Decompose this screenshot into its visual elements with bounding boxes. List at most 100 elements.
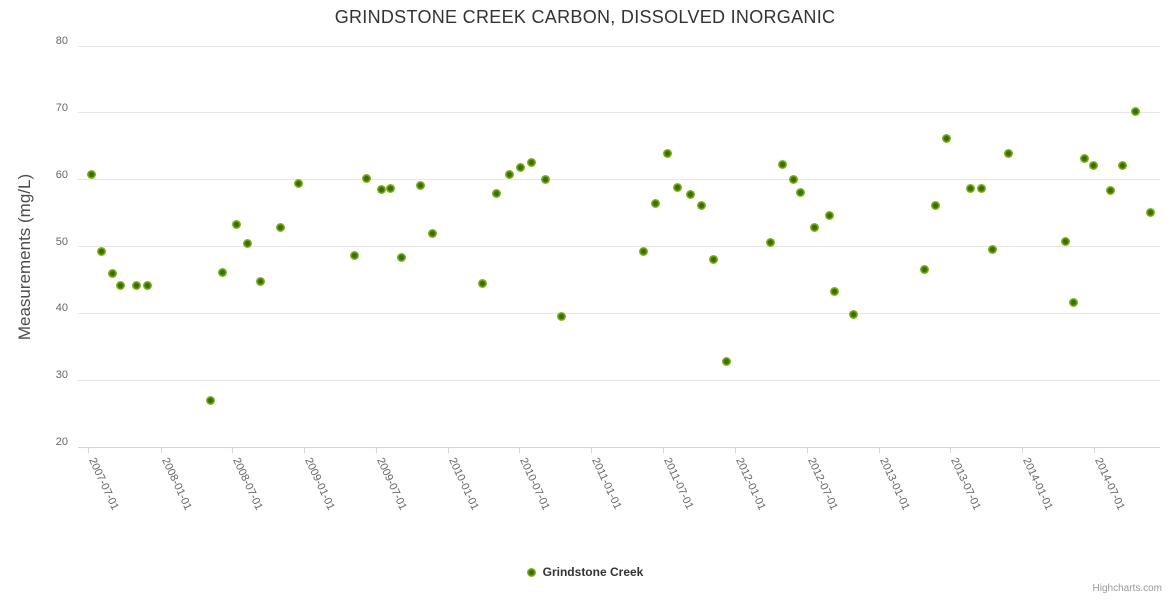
data-point[interactable] xyxy=(673,182,683,192)
data-point[interactable] xyxy=(386,183,396,193)
y-gridline xyxy=(78,379,1160,381)
y-gridline xyxy=(78,112,1160,114)
data-point[interactable] xyxy=(1118,161,1128,171)
data-point[interactable] xyxy=(651,199,661,209)
data-point[interactable] xyxy=(540,175,550,185)
x-axis-label: 2009-01-01 xyxy=(302,456,338,513)
x-tick xyxy=(662,447,664,453)
data-point[interactable] xyxy=(108,269,118,279)
data-point[interactable] xyxy=(427,229,437,239)
data-point[interactable] xyxy=(1068,298,1078,308)
legend-label: Grindstone Creek xyxy=(542,565,644,579)
x-tick xyxy=(232,447,234,453)
x-tick xyxy=(447,447,449,453)
x-axis-label: 2013-01-01 xyxy=(876,456,912,513)
legend-marker-icon xyxy=(526,567,536,577)
data-point[interactable] xyxy=(115,281,125,291)
x-tick xyxy=(878,447,880,453)
data-point[interactable] xyxy=(638,246,648,256)
data-point[interactable] xyxy=(778,159,788,169)
data-point[interactable] xyxy=(557,312,567,322)
data-point[interactable] xyxy=(1088,161,1098,171)
data-point[interactable] xyxy=(930,201,940,211)
data-point[interactable] xyxy=(97,246,107,256)
data-point[interactable] xyxy=(965,183,975,193)
x-tick xyxy=(1022,447,1024,453)
y-axis-label: 80 xyxy=(55,35,68,47)
data-point[interactable] xyxy=(349,250,359,260)
data-point[interactable] xyxy=(849,309,859,319)
x-axis-label: 2007-07-01 xyxy=(86,456,122,513)
data-point[interactable] xyxy=(919,265,929,275)
x-axis-label: 2013-07-01 xyxy=(948,456,983,513)
highcharts-credit-link[interactable]: Highcharts.com xyxy=(1092,583,1162,594)
x-tick xyxy=(375,447,377,453)
data-point[interactable] xyxy=(1079,154,1089,164)
data-point[interactable] xyxy=(294,179,304,189)
data-point[interactable] xyxy=(766,237,776,247)
x-tick xyxy=(304,447,306,453)
y-gridline xyxy=(78,312,1160,314)
data-point[interactable] xyxy=(218,268,228,278)
data-point[interactable] xyxy=(696,200,706,210)
data-point[interactable] xyxy=(492,189,502,199)
x-axis-label: 2008-07-01 xyxy=(230,456,265,513)
x-axis-label: 2012-01-01 xyxy=(733,456,768,513)
data-point[interactable] xyxy=(976,183,986,193)
data-point[interactable] xyxy=(809,223,819,233)
data-point[interactable] xyxy=(941,134,951,144)
x-axis-line xyxy=(78,447,1160,448)
data-point[interactable] xyxy=(722,356,732,366)
x-tick xyxy=(160,447,162,453)
data-point[interactable] xyxy=(256,277,266,287)
x-axis-label: 2010-07-01 xyxy=(517,456,552,513)
data-point[interactable] xyxy=(1061,236,1071,246)
y-gridline xyxy=(78,45,1160,47)
data-point[interactable] xyxy=(1130,106,1140,116)
data-point[interactable] xyxy=(232,219,242,229)
data-point[interactable] xyxy=(377,184,387,194)
data-point[interactable] xyxy=(478,279,488,289)
data-point[interactable] xyxy=(789,175,799,185)
data-point[interactable] xyxy=(243,238,253,248)
x-axis-label: 2012-07-01 xyxy=(804,456,840,513)
y-axis-label: 50 xyxy=(55,235,68,248)
data-point[interactable] xyxy=(1145,207,1155,217)
data-point[interactable] xyxy=(86,170,96,180)
x-tick xyxy=(734,447,736,453)
legend-item-grindstone-creek[interactable]: Grindstone Creek xyxy=(0,562,1170,582)
x-tick xyxy=(88,447,90,453)
data-point[interactable] xyxy=(796,187,806,197)
data-point[interactable] xyxy=(516,163,526,173)
data-point[interactable] xyxy=(988,244,997,254)
y-gridline xyxy=(78,246,1160,247)
y-gridline xyxy=(78,179,1160,181)
y-axis-label: 70 xyxy=(55,101,68,114)
data-point[interactable] xyxy=(1106,185,1116,195)
data-point[interactable] xyxy=(1004,149,1014,159)
x-tick xyxy=(806,447,808,453)
data-point[interactable] xyxy=(825,210,835,220)
data-point[interactable] xyxy=(686,189,696,199)
y-axis-label: 20 xyxy=(55,436,68,448)
y-axis-label: 40 xyxy=(55,302,68,315)
x-axis-label: 2014-01-01 xyxy=(1020,456,1056,513)
data-point[interactable] xyxy=(275,222,285,232)
data-point[interactable] xyxy=(132,281,142,291)
data-point[interactable] xyxy=(830,287,840,297)
data-point[interactable] xyxy=(362,174,372,184)
x-axis-label: 2011-01-01 xyxy=(589,456,624,512)
x-tick xyxy=(519,447,521,453)
data-point[interactable] xyxy=(527,158,537,168)
data-point[interactable] xyxy=(708,254,718,264)
x-axis-label: 2009-07-01 xyxy=(373,456,409,513)
y-axis-label: 60 xyxy=(55,168,68,181)
x-axis-label: 2008-01-01 xyxy=(158,456,194,513)
data-point[interactable] xyxy=(143,280,153,290)
data-point[interactable] xyxy=(397,252,407,262)
data-point[interactable] xyxy=(206,396,216,406)
data-point[interactable] xyxy=(662,149,672,159)
data-point[interactable] xyxy=(505,170,515,180)
data-point[interactable] xyxy=(415,180,425,190)
